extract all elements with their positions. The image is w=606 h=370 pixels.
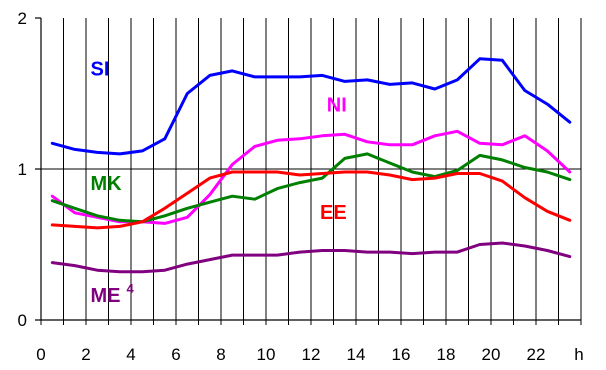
x-tick-label: 22 bbox=[527, 345, 546, 364]
axes bbox=[35, 17, 582, 325]
x-tick-label: 20 bbox=[482, 345, 501, 364]
series-lines bbox=[50, 57, 572, 274]
series-label-si: SI bbox=[91, 58, 110, 80]
x-tick-label: 10 bbox=[257, 345, 276, 364]
x-tick-label: 12 bbox=[302, 345, 321, 364]
series-label-ee: EE bbox=[320, 202, 347, 224]
y-tick-label: 0 bbox=[18, 311, 27, 330]
x-tick-label: 6 bbox=[171, 345, 180, 364]
series-line-ee bbox=[50, 170, 572, 230]
grid-lines bbox=[41, 18, 582, 320]
y-tick-label: 1 bbox=[18, 160, 27, 179]
x-tick-label: 0 bbox=[36, 345, 45, 364]
x-tick-label: 2 bbox=[81, 345, 90, 364]
x-tick-label: 4 bbox=[126, 345, 135, 364]
x-unit-label: h bbox=[574, 345, 583, 364]
x-tick-label: 14 bbox=[347, 345, 366, 364]
x-tick-label: 8 bbox=[216, 345, 225, 364]
series-label-mk: MK bbox=[91, 173, 123, 195]
series-label-superscript: 4 bbox=[127, 281, 135, 296]
x-tick-label: 16 bbox=[392, 345, 411, 364]
series-labels: SI NI MK EE ME 4 bbox=[91, 58, 347, 307]
series-line-me bbox=[50, 241, 572, 274]
y-tick-label: 2 bbox=[18, 9, 27, 28]
series-label-me: ME bbox=[91, 285, 121, 307]
x-tick-label: 18 bbox=[437, 345, 456, 364]
series-line-si bbox=[50, 57, 572, 156]
series-label-ni: NI bbox=[327, 95, 347, 117]
